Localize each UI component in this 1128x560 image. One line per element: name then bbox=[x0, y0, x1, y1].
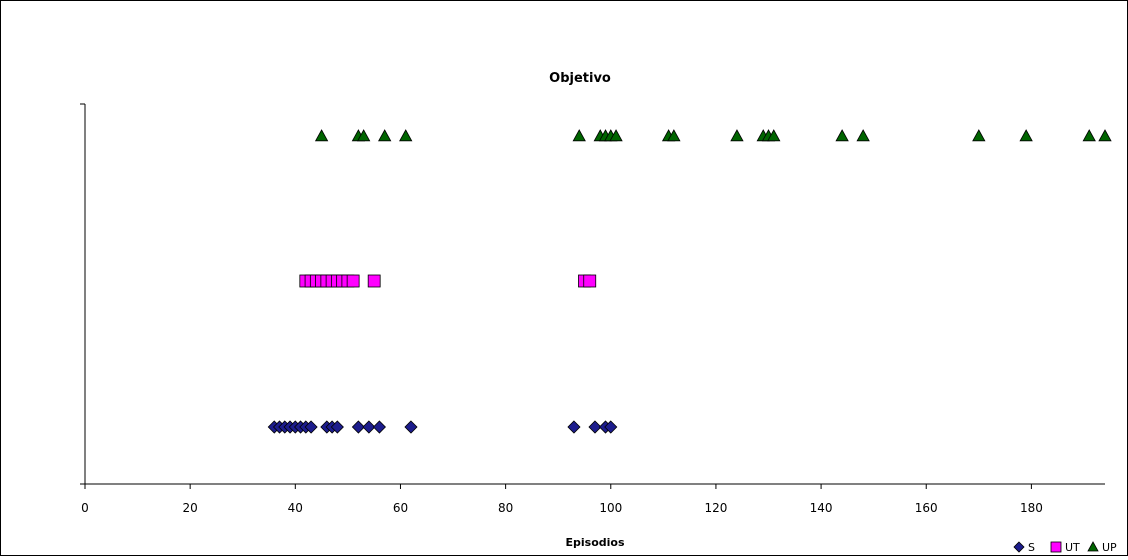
legend-label-s: S bbox=[1028, 541, 1035, 554]
point-up bbox=[1019, 129, 1033, 142]
point-up bbox=[856, 129, 870, 142]
legend-marker-ut bbox=[1050, 541, 1062, 553]
legend-marker-up bbox=[1087, 541, 1099, 552]
legend-marker-s bbox=[1013, 541, 1025, 553]
point-s bbox=[588, 420, 602, 434]
chart-title: Objetivo bbox=[549, 71, 611, 86]
x-tick-label: 60 bbox=[393, 501, 408, 515]
series-up bbox=[314, 129, 1112, 142]
point-up bbox=[972, 129, 986, 142]
point-up bbox=[835, 129, 849, 142]
legend-label-ut: UT bbox=[1065, 541, 1080, 554]
legend: S UT UP bbox=[1013, 541, 1117, 554]
point-up bbox=[609, 129, 623, 142]
point-s bbox=[372, 420, 386, 434]
point-up bbox=[378, 129, 392, 142]
x-tick-label: 160 bbox=[915, 501, 938, 515]
series-ut bbox=[299, 274, 597, 288]
point-s bbox=[351, 420, 365, 434]
x-tick-label: 0 bbox=[81, 501, 89, 515]
point-up bbox=[667, 129, 681, 142]
point-up bbox=[730, 129, 744, 142]
point-up bbox=[1098, 129, 1112, 142]
point-up bbox=[314, 129, 329, 142]
point-up bbox=[572, 129, 586, 142]
x-tick-label: 100 bbox=[599, 501, 622, 515]
point-s bbox=[304, 420, 318, 434]
point-up bbox=[356, 129, 371, 142]
point-ut bbox=[367, 274, 381, 288]
series-s bbox=[267, 420, 618, 434]
data-markers bbox=[267, 129, 1112, 434]
point-up bbox=[399, 129, 413, 142]
point-s bbox=[567, 420, 581, 434]
legend-label-up: UP bbox=[1102, 541, 1117, 554]
x-tick-label: 20 bbox=[183, 501, 198, 515]
point-s bbox=[604, 420, 618, 434]
point-up bbox=[1082, 129, 1096, 142]
point-s bbox=[404, 420, 418, 434]
x-axis-label: Episodios bbox=[565, 536, 624, 549]
x-tick-label: 40 bbox=[288, 501, 303, 515]
point-ut bbox=[346, 274, 360, 288]
point-up bbox=[767, 129, 781, 142]
x-tick-label: 120 bbox=[704, 501, 727, 515]
point-s bbox=[362, 420, 376, 434]
x-axis-ticks: 0 20 40 60 80 100 120 140 160 180 bbox=[81, 484, 1043, 515]
point-ut bbox=[583, 274, 597, 288]
x-tick-label: 80 bbox=[498, 501, 513, 515]
x-tick-label: 180 bbox=[1020, 501, 1043, 515]
point-s bbox=[330, 420, 344, 434]
x-tick-label: 140 bbox=[810, 501, 833, 515]
